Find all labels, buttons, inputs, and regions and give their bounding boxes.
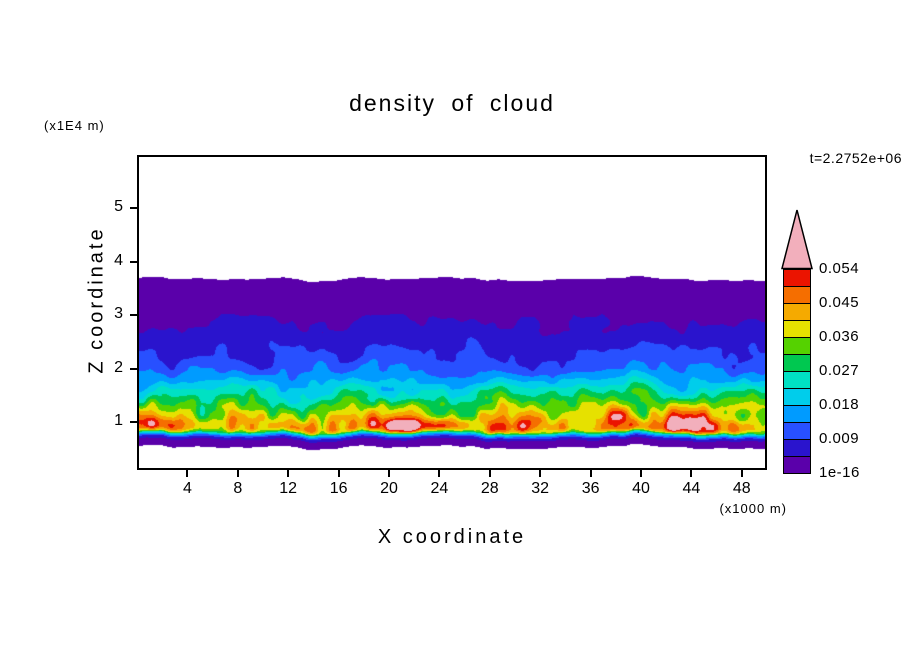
x-tick-mark — [690, 470, 693, 477]
x-tick-label: 4 — [182, 480, 192, 497]
colorbar-tick-label: 0.045 — [819, 294, 860, 311]
x-tick-label: 36 — [581, 480, 600, 497]
colorbar-cell — [783, 405, 811, 423]
z-tick-label: 1 — [114, 411, 123, 429]
z-axis-label: Z coordinate — [85, 226, 108, 374]
z-tick-label: 5 — [114, 198, 123, 216]
colorbar-cell — [783, 422, 811, 440]
x-tick-mark — [740, 470, 743, 477]
z-tick-mark — [130, 314, 137, 317]
time-annotation: t=2.2752e+06 — [809, 150, 902, 166]
colorbar-cell — [783, 439, 811, 457]
contour-field-canvas — [139, 157, 765, 468]
z-axis-unit-label: (x1E4 m) — [44, 118, 105, 133]
x-tick-label: 44 — [682, 480, 701, 497]
x-tick-label: 8 — [233, 480, 243, 497]
chart-title: density of cloud — [349, 90, 555, 116]
colorbar-tick-label: 0.027 — [819, 362, 860, 379]
x-tick-label: 32 — [531, 480, 550, 497]
x-tick-label: 16 — [329, 480, 348, 497]
x-tick-mark — [388, 470, 390, 477]
colorbar-cell — [783, 354, 811, 372]
x-tick-label: 40 — [632, 480, 650, 497]
plot-frame — [137, 155, 767, 470]
colorbar-cell — [783, 456, 811, 474]
x-tick-mark — [438, 470, 441, 477]
colorbar-cell — [783, 388, 811, 406]
x-tick-mark — [236, 470, 239, 477]
x-tick-mark — [186, 470, 189, 477]
colorbar-cell — [783, 320, 811, 338]
x-tick-mark — [640, 470, 642, 477]
x-axis-label: X coordinate — [377, 526, 527, 548]
x-tick-label: 28 — [480, 480, 499, 497]
colorbar-cell — [783, 269, 811, 287]
x-tick-mark — [287, 470, 290, 477]
z-tick-mark — [130, 367, 137, 370]
x-tick-mark — [539, 470, 542, 477]
x-tick-label: 12 — [279, 480, 298, 497]
colorbar-tick-label: 1e-16 — [819, 464, 860, 481]
colorbar-cell — [783, 303, 811, 321]
z-tick-mark — [130, 260, 137, 263]
x-tick-mark — [589, 470, 592, 477]
colorbar-tick-label: 0.054 — [819, 260, 860, 277]
colorbar-cell — [783, 286, 811, 304]
x-tick-label: 20 — [380, 480, 398, 497]
x-tick-label: 24 — [430, 480, 449, 497]
colorbar-cell — [783, 371, 811, 389]
z-tick-mark — [130, 420, 137, 423]
x-tick-mark — [488, 470, 491, 477]
x-axis-unit-label: (x1000 m) — [719, 501, 787, 516]
x-tick-mark — [337, 470, 340, 477]
x-tick-label: 48 — [732, 480, 751, 497]
colorbar-overflow-arrow — [781, 209, 813, 270]
colorbar-tick-label: 0.036 — [819, 328, 860, 345]
colorbar-tick-label: 0.018 — [819, 396, 860, 413]
colorbar-tick-label: 0.009 — [819, 430, 860, 447]
z-tick-mark — [130, 207, 137, 210]
colorbar-cell — [783, 337, 811, 355]
